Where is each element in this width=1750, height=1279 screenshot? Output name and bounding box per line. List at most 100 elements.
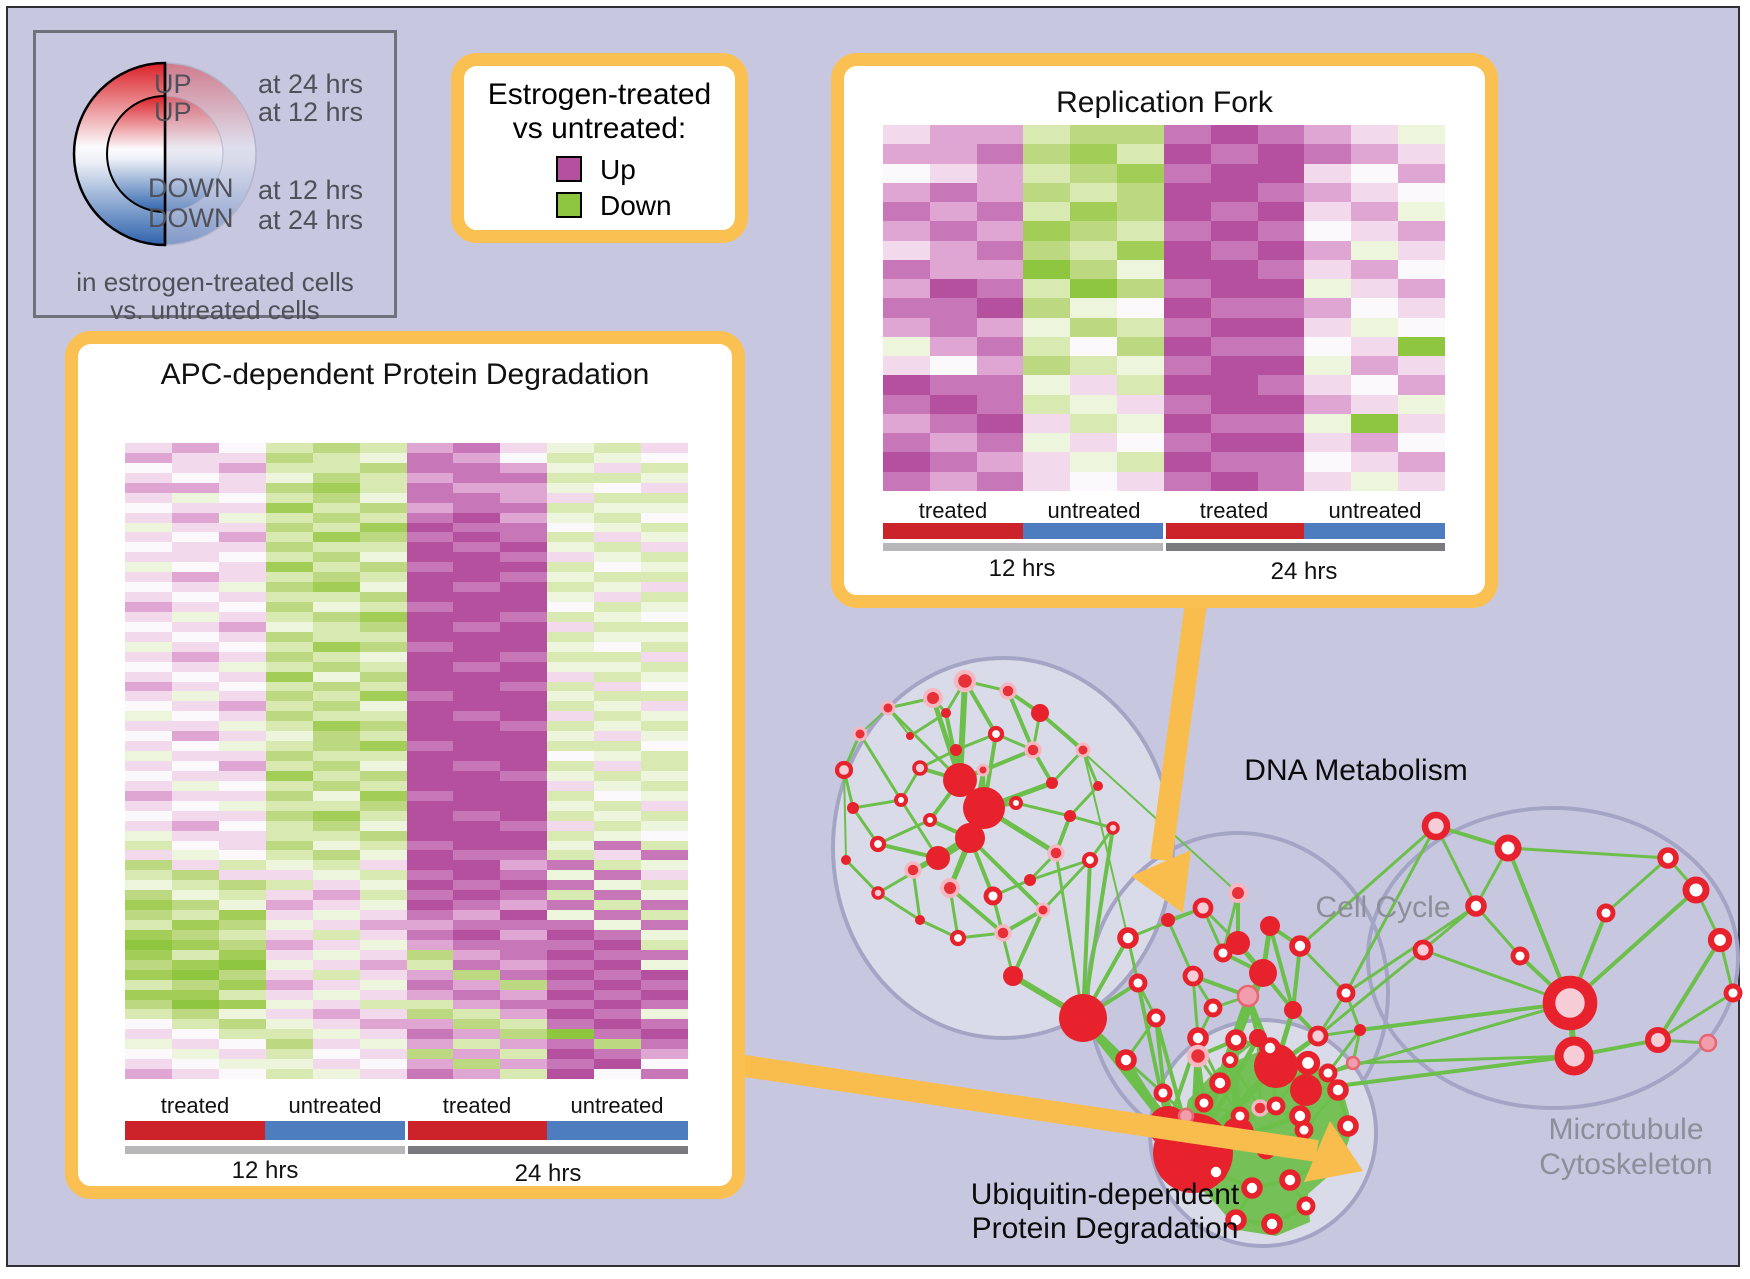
heatmap-cell — [218, 592, 266, 602]
heatmap-cell — [125, 482, 172, 493]
heatmap-cell — [1117, 433, 1164, 453]
heatmap-cell — [265, 711, 313, 722]
heatmap-cell — [406, 621, 454, 632]
heatmap-cell — [218, 1009, 266, 1020]
heatmap-cell — [594, 452, 642, 463]
heatmap-cell — [976, 144, 1024, 164]
heatmap-cell — [594, 1039, 642, 1050]
heatmap-cell — [312, 949, 360, 960]
heatmap-cell — [312, 661, 360, 672]
network-edge — [1268, 924, 1295, 1012]
heatmap-cell — [406, 741, 454, 752]
heatmap-cell — [171, 651, 219, 662]
heatmap-cell — [500, 443, 548, 453]
heatmap-cell — [359, 810, 407, 821]
network-node-red-ring-white-core — [1209, 1072, 1231, 1094]
heatmap-cell — [171, 1019, 219, 1030]
heatmap-cell — [883, 221, 930, 241]
heatmap-cell — [453, 631, 501, 642]
heatmap-cell — [218, 761, 266, 771]
heatmap-cell — [125, 641, 172, 652]
heatmap-cell — [265, 651, 313, 662]
heatmap-cell — [359, 959, 407, 970]
heatmap-cell — [125, 969, 172, 980]
heatmap-cell — [547, 621, 595, 632]
network-edge — [1604, 856, 1670, 915]
heatmap-cell — [1163, 182, 1211, 203]
heatmap-cell — [547, 880, 595, 891]
heatmap-cell — [453, 711, 501, 722]
heatmap-cell — [500, 741, 548, 752]
heatmap-cell — [1117, 221, 1164, 241]
heatmap-cell — [312, 452, 360, 463]
heatmap-cell — [312, 641, 360, 652]
heatmap-cell — [929, 202, 977, 222]
heatmap-cell — [312, 959, 360, 970]
heatmap-cell — [1304, 298, 1352, 318]
heatmap-cell — [171, 741, 219, 752]
heatmap-cell — [594, 492, 642, 503]
heatmap-cell — [218, 929, 266, 940]
heatmap-cell — [500, 651, 548, 662]
heatmap-cell — [929, 144, 977, 164]
heatmap-cell — [976, 298, 1024, 318]
heatmap-cell — [547, 611, 595, 622]
heatmap-cell — [359, 681, 407, 692]
network-node-red-ring-white-core — [1146, 1008, 1166, 1028]
heatmap-cell — [594, 800, 642, 811]
heatmap-cell — [594, 1059, 642, 1070]
heatmap-cell — [359, 443, 407, 453]
heatmap-cell — [1304, 336, 1352, 357]
heatmap-cell — [1117, 279, 1164, 299]
heatmap-cell — [500, 989, 548, 1000]
heatmap-cell — [125, 691, 172, 702]
heatmap-cell — [453, 999, 501, 1010]
heatmap-cell — [1398, 144, 1445, 164]
network-node-red-ring-pink-core — [1542, 975, 1598, 1031]
heatmap-cell — [929, 279, 977, 299]
heatmap-cell — [1117, 336, 1164, 357]
heatmap-cell — [1023, 375, 1071, 395]
heatmap-cell — [929, 394, 977, 414]
heatmap-cell — [547, 959, 595, 970]
heatmap-cell — [265, 482, 313, 493]
heatmap-cell — [1351, 182, 1399, 203]
heatmap-cell — [1398, 433, 1445, 453]
heatmap-cell — [171, 592, 219, 602]
heatmap-cell — [1117, 202, 1164, 222]
heatmap-cell — [125, 502, 172, 513]
heatmap-cell — [359, 691, 407, 702]
heatmap-cell — [641, 890, 688, 901]
heatmap-cell — [218, 681, 266, 692]
heatmap-cell — [547, 800, 595, 811]
heatmap-cell — [265, 502, 313, 513]
heatmap-cell — [547, 641, 595, 652]
rf-cond-label-2: untreated — [1047, 498, 1141, 523]
heatmap-cell — [1351, 452, 1399, 472]
network-node-red-ring-white-core — [1203, 998, 1223, 1018]
heatmap-cell — [1351, 433, 1399, 453]
heatmap-cell — [641, 681, 688, 692]
heatmap-cell — [218, 1049, 266, 1060]
heatmap-cell — [547, 492, 595, 503]
heatmap-cell — [125, 1019, 172, 1030]
heatmap-cell — [359, 890, 407, 901]
heatmap-cell — [218, 920, 266, 930]
heatmap-cell — [929, 221, 977, 241]
heatmap-cell — [1351, 125, 1399, 145]
heatmap-cell — [547, 602, 595, 612]
heatmap-cell — [453, 870, 501, 881]
rf-24hrs-bar — [1166, 543, 1445, 551]
network-edge — [1081, 826, 1115, 1020]
heatmap-cell — [929, 298, 977, 318]
heatmap-cell — [359, 830, 407, 841]
heatmap-cell — [312, 502, 360, 513]
heatmap-cell — [1023, 317, 1071, 337]
network-node-solid-red — [1046, 777, 1058, 789]
network-node-red-ring-white-core — [1187, 1027, 1209, 1049]
heatmap-cell — [171, 880, 219, 891]
heatmap-cell — [218, 810, 266, 821]
heatmap-cell — [453, 949, 501, 960]
heatmap-cell — [312, 790, 360, 801]
heatmap-cell — [265, 830, 313, 841]
